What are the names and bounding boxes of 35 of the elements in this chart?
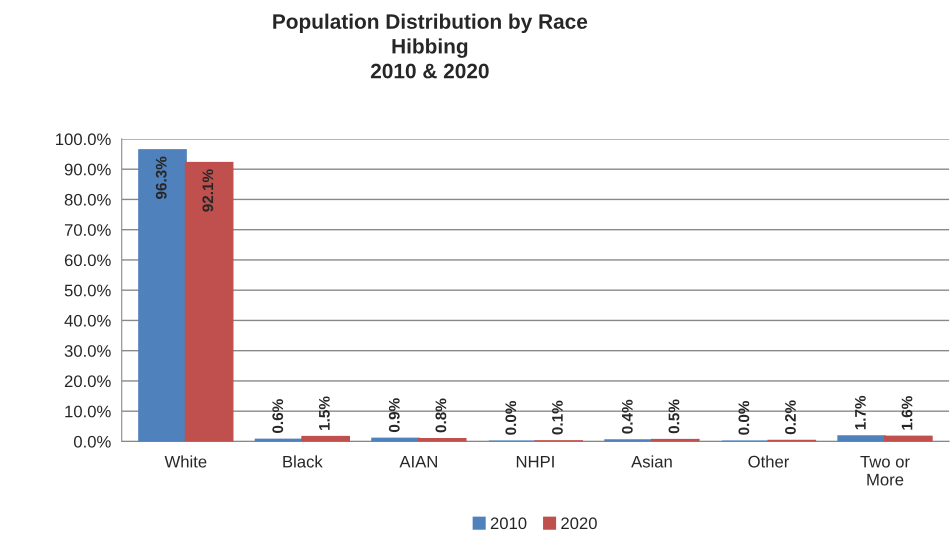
y-tick-label: 80.0%	[64, 194, 111, 206]
x-tick-label: AIAN	[399, 456, 437, 468]
data-label: 96.3%	[156, 156, 167, 200]
y-tick-label: 40.0%	[64, 314, 111, 327]
y-tick-label: 90.0%	[64, 164, 111, 176]
x-tick-label: White	[164, 455, 206, 468]
x-tick-label: Asian	[631, 455, 672, 468]
y-tick-label: 100.0%	[56, 133, 111, 146]
y-tick-label: 50.0%	[64, 284, 111, 296]
x-tick-label: Other	[748, 455, 790, 468]
data-label: 0.1%	[552, 400, 563, 434]
data-label: 0.5%	[668, 399, 680, 434]
data-label: 0.2%	[785, 400, 796, 434]
legend-label: 2020	[561, 517, 597, 530]
data-label: 0.4%	[622, 400, 633, 434]
x-tick-label: NHPI	[516, 456, 554, 468]
y-tick-label: 70.0%	[64, 224, 111, 236]
data-label: 0.8%	[435, 398, 446, 432]
data-label: 1.5%	[318, 396, 330, 430]
chart-title: Population Distribution by Race Hibbing 2010 & 2020	[273, 14, 588, 78]
data-label: 1.7%	[855, 396, 866, 430]
data-label: 0.9%	[388, 398, 400, 432]
y-tick-label: 20.0%	[64, 375, 111, 388]
y-tick-label: 10.0%	[65, 406, 111, 418]
data-label: 0.0%	[738, 400, 750, 435]
data-label: 92.1%	[202, 169, 214, 212]
data-label: 0.6%	[272, 399, 284, 433]
data-label: 1.6%	[902, 396, 912, 430]
x-tick-label: Black	[283, 455, 323, 468]
x-tick-label: Two or More	[860, 456, 910, 486]
data-label: 0.0%	[505, 400, 516, 435]
legend-label: 2010	[490, 517, 526, 530]
y-tick-label: 60.0%	[64, 254, 111, 266]
y-tick-label: 30.0%	[64, 345, 111, 357]
y-tick-label: 0.0%	[74, 436, 111, 448]
